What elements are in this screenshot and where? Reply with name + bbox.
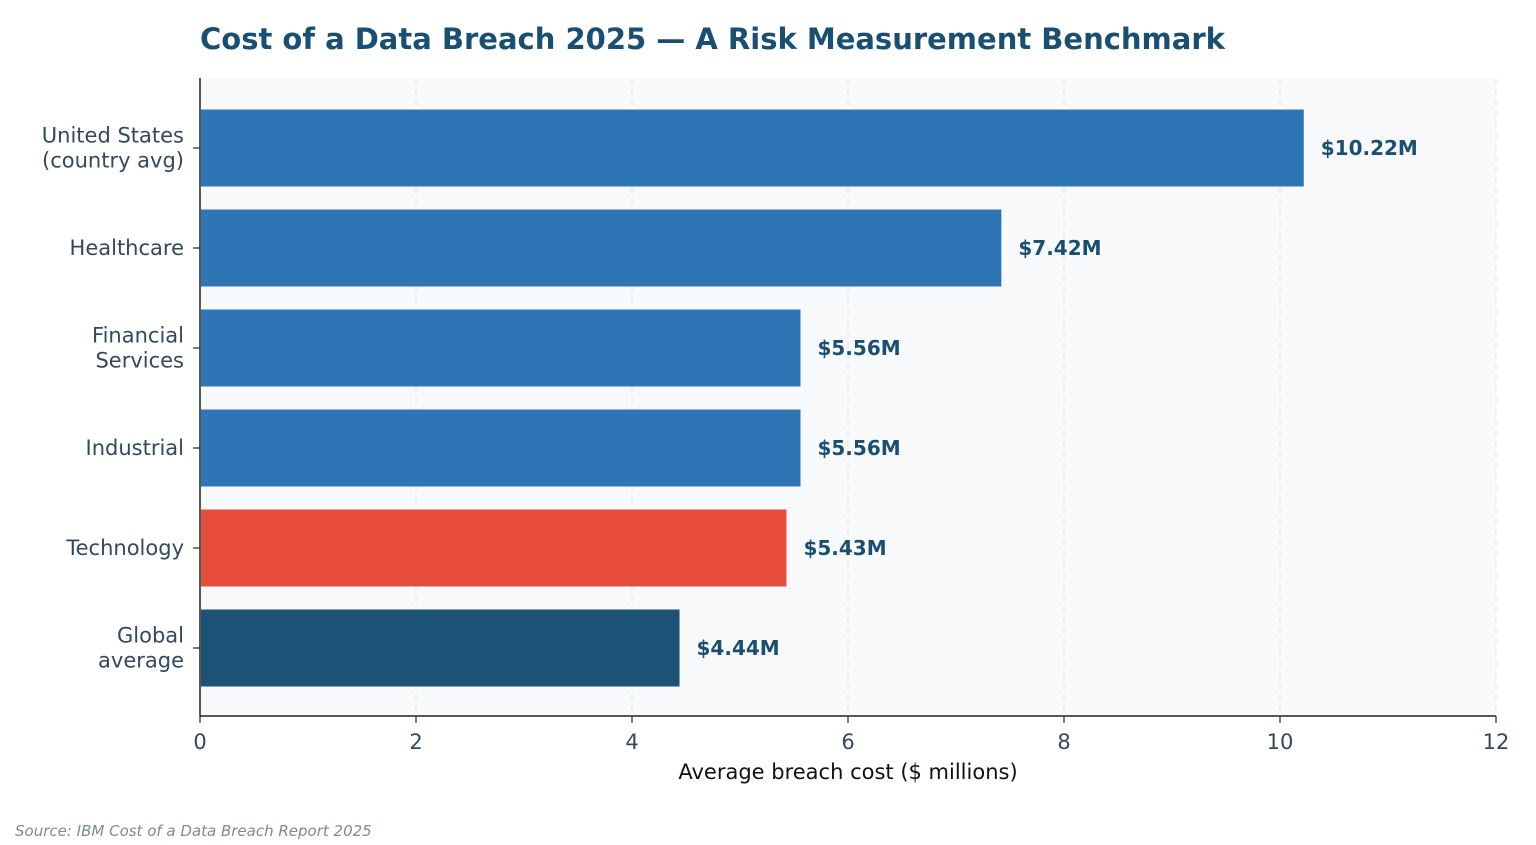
x-tick-label: 4	[625, 730, 638, 754]
x-tick-label: 0	[193, 730, 206, 754]
source-note: Source: IBM Cost of a Data Breach Report…	[15, 822, 372, 840]
x-axis-ticks: 0 2 4 6 8 10 12	[193, 716, 1509, 754]
category-labels: United States (country avg) Healthcare Fina…	[42, 124, 200, 673]
x-tick-label: 12	[1483, 730, 1510, 754]
bar-value-label: $5.43M	[803, 536, 886, 560]
bar	[201, 109, 1304, 187]
category-label: United States (country avg)	[42, 124, 184, 173]
x-axis-label: Average breach cost ($ millions)	[678, 760, 1017, 784]
x-tick-label: 10	[1267, 730, 1294, 754]
x-tick-label: 8	[1057, 730, 1070, 754]
bar-value-label: $7.42M	[1018, 236, 1101, 260]
category-label: Technology	[65, 536, 184, 560]
category-label: Global average	[98, 624, 184, 673]
category-label: Healthcare	[70, 236, 184, 260]
x-tick-label: 2	[409, 730, 422, 754]
bar-value-label: $4.44M	[697, 636, 780, 660]
bar	[201, 409, 801, 487]
category-label: Financial Services	[92, 324, 184, 373]
bar	[201, 309, 801, 387]
bar-value-label: $5.56M	[817, 336, 900, 360]
bar-value-label: $5.56M	[817, 436, 900, 460]
bar	[201, 209, 1002, 287]
value-labels: $10.22M $7.42M $5.56M $5.56M $5.43M $4.44M	[697, 136, 1418, 660]
category-label: Industrial	[86, 436, 185, 460]
bar	[201, 609, 680, 687]
chart-title: Cost of a Data Breach 2025 — A Risk Meas…	[200, 22, 1226, 56]
bar-value-label: $10.22M	[1321, 136, 1418, 160]
bars	[201, 109, 1304, 687]
bar	[201, 509, 787, 587]
x-tick-label: 6	[841, 730, 854, 754]
